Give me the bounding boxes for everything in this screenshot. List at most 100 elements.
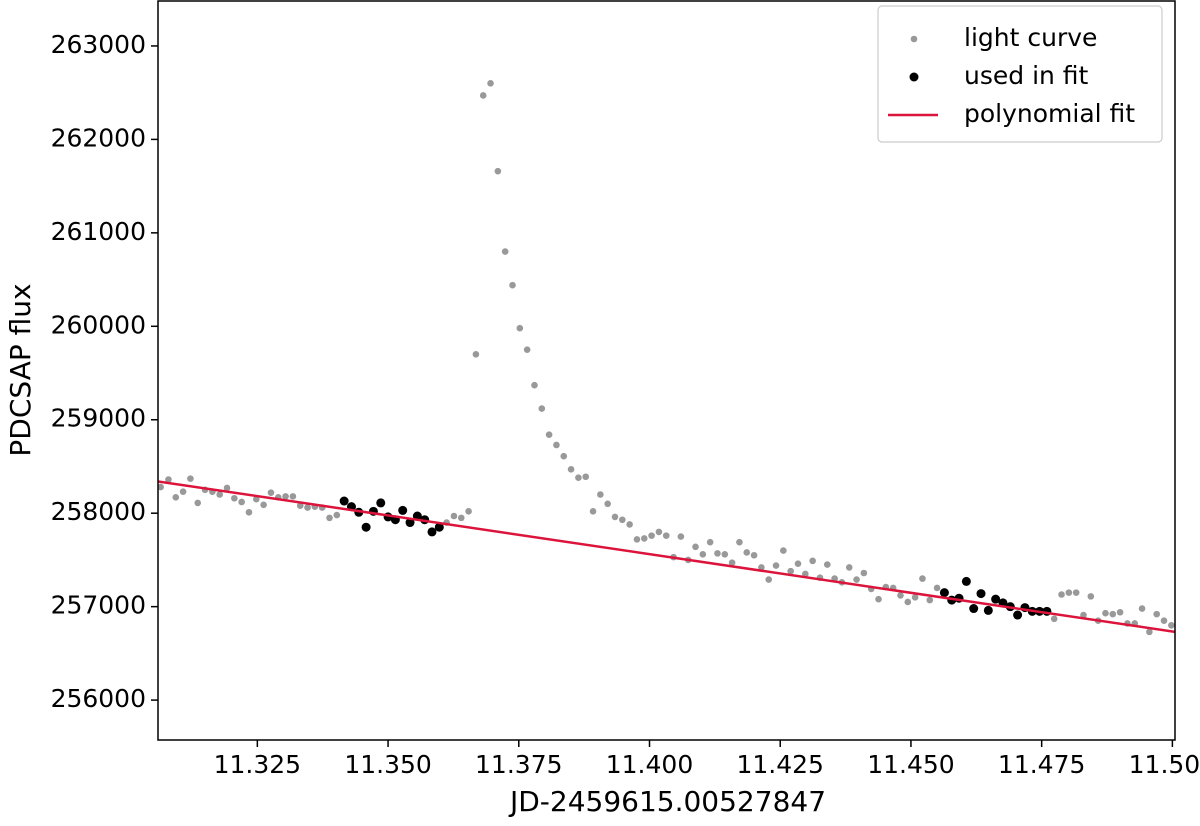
data-point	[465, 508, 472, 515]
data-point	[648, 532, 655, 539]
data-point	[750, 551, 758, 559]
data-point	[1109, 610, 1117, 618]
data-point	[633, 536, 641, 543]
data-point	[1087, 593, 1095, 600]
legend-marker	[909, 72, 919, 82]
x-tick-label: 11.450	[867, 750, 954, 779]
data-point	[450, 512, 458, 520]
data-point	[361, 522, 371, 532]
data-point	[434, 522, 444, 532]
data-point	[1072, 589, 1080, 596]
data-point	[721, 551, 729, 558]
data-point	[1168, 622, 1175, 629]
data-point	[582, 473, 590, 481]
data-point	[487, 80, 494, 87]
data-point	[976, 589, 986, 599]
data-point	[736, 538, 743, 546]
data-point	[933, 584, 941, 592]
plot-area	[158, 80, 1175, 636]
data-point	[531, 381, 538, 389]
data-point	[253, 495, 260, 503]
y-tick-label: 262000	[51, 123, 146, 152]
data-point	[939, 588, 949, 598]
legend-box	[877, 5, 1163, 143]
data-point	[714, 550, 721, 557]
data-point	[677, 533, 685, 540]
data-point	[809, 557, 816, 565]
data-point	[216, 491, 223, 498]
data-point	[961, 576, 971, 586]
data-point	[1138, 605, 1146, 612]
x-tick-label: 11.350	[344, 750, 431, 779]
data-point	[223, 484, 231, 492]
data-point	[538, 405, 546, 412]
x-tick-label: 11.400	[606, 750, 693, 779]
x-tick-label: 11.375	[475, 750, 562, 779]
y-tick-label: 259000	[51, 404, 146, 433]
data-point	[991, 594, 1001, 604]
data-point	[553, 441, 560, 449]
data-point	[911, 594, 919, 601]
data-point	[1065, 589, 1073, 596]
data-point	[619, 516, 626, 524]
data-point	[509, 281, 516, 289]
data-point	[662, 532, 670, 539]
data-point	[611, 513, 619, 521]
data-point	[794, 560, 802, 567]
data-point	[479, 92, 487, 99]
data-point	[1013, 610, 1023, 620]
data-point	[231, 494, 238, 502]
data-point	[823, 561, 831, 568]
data-point	[875, 595, 882, 603]
y-tick-label: 261000	[51, 217, 146, 246]
data-point	[494, 167, 502, 175]
data-point	[545, 431, 553, 438]
y-tick-label: 257000	[51, 591, 146, 620]
data-point	[376, 498, 386, 508]
data-point	[304, 504, 311, 511]
data-point	[758, 564, 765, 571]
data-point	[765, 576, 773, 583]
legend-label: polynomial fit	[964, 99, 1135, 128]
data-point	[780, 547, 787, 554]
data-point	[333, 511, 341, 519]
data-point	[743, 549, 751, 556]
data-point	[165, 476, 172, 483]
data-point	[772, 562, 780, 569]
data-point	[699, 551, 707, 558]
data-point	[326, 514, 333, 522]
data-point	[282, 493, 289, 500]
x-tick-label: 11.475	[998, 750, 1085, 779]
data-point	[1080, 611, 1087, 619]
data-point	[983, 605, 993, 615]
data-point	[604, 500, 611, 508]
y-tick-label: 260000	[51, 310, 146, 339]
data-point	[728, 559, 736, 567]
data-point	[194, 499, 202, 507]
x-axis-label: JD-2459615.00527847	[508, 785, 826, 818]
data-point	[245, 508, 253, 516]
data-point	[897, 592, 904, 599]
plot-frame	[157, 0, 1176, 741]
data-point	[1116, 608, 1124, 616]
data-point	[904, 598, 912, 606]
data-point	[1058, 591, 1065, 598]
data-point	[1102, 609, 1109, 617]
data-point	[398, 505, 408, 515]
data-point	[179, 488, 187, 496]
data-point	[172, 494, 180, 501]
data-point	[640, 535, 648, 542]
fit-line	[158, 480, 1175, 634]
data-point	[187, 475, 194, 482]
y-tick-label: 263000	[51, 30, 146, 59]
y-axis-label: PDCSAP flux	[4, 283, 37, 456]
data-point	[919, 575, 926, 582]
data-point	[787, 567, 794, 575]
data-point	[626, 521, 633, 528]
data-point	[516, 324, 524, 332]
data-point	[238, 498, 245, 506]
data-point	[289, 493, 297, 500]
data-point	[296, 502, 304, 510]
data-point	[567, 465, 575, 473]
